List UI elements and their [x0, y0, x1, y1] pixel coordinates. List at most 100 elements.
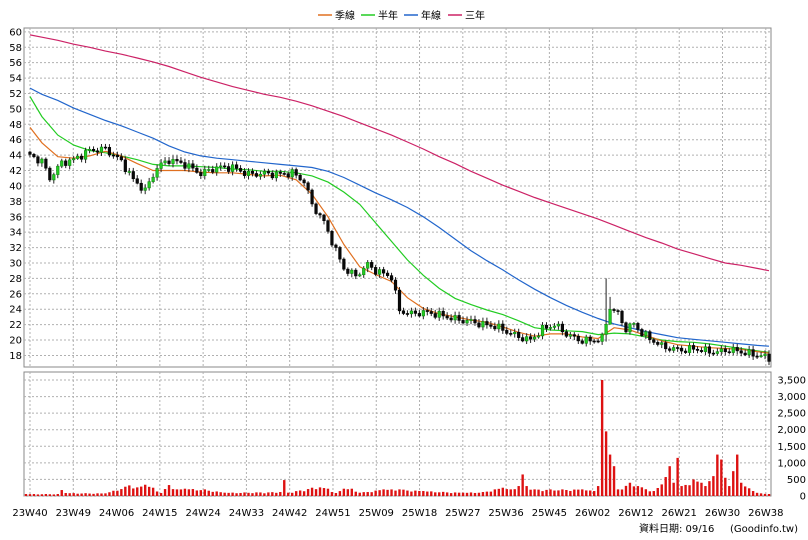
- volume-bar: [604, 431, 608, 496]
- candle-body: [195, 167, 199, 173]
- volume-bar: [259, 492, 262, 496]
- candle-body: [378, 269, 382, 275]
- volume-bar: [537, 489, 540, 496]
- volume-layer: [24, 380, 771, 496]
- candle-body: [95, 150, 100, 153]
- candle-body: [421, 310, 425, 317]
- volume-bar: [684, 484, 687, 496]
- legend-item-quarter[interactable]: 季線: [318, 9, 355, 22]
- candle-body: [44, 158, 48, 169]
- candle-body: [437, 310, 441, 318]
- volume-bar: [362, 492, 365, 496]
- volume-bar: [767, 494, 771, 496]
- volume-bar: [294, 491, 298, 496]
- volume-bar: [136, 487, 139, 496]
- time-tick-label: 23W40: [12, 508, 47, 519]
- volume-bar: [60, 490, 63, 496]
- time-tick-label: 26W30: [705, 508, 740, 519]
- candle-body: [719, 348, 723, 352]
- volume-bar: [505, 489, 508, 496]
- volume-bar: [422, 491, 425, 496]
- candle-body: [624, 322, 628, 333]
- candle-body: [183, 162, 187, 169]
- volume-bar: [342, 488, 346, 496]
- volume-bar: [561, 489, 564, 496]
- candle-body: [103, 146, 108, 149]
- candle-body: [409, 310, 413, 315]
- volume-bar: [457, 492, 461, 496]
- candle-body: [397, 289, 402, 312]
- candle-body: [656, 342, 660, 345]
- candle-body: [433, 313, 437, 318]
- candle-body: [318, 213, 322, 216]
- candle-body: [576, 335, 580, 342]
- source-label[interactable]: (Goodinfo.tw): [730, 524, 798, 535]
- candle-body: [326, 220, 330, 232]
- price-tick-label: 34: [9, 228, 22, 239]
- volume-bar: [485, 491, 489, 496]
- volume-bar: [612, 466, 616, 496]
- price-tick-label: 60: [9, 27, 22, 38]
- candle-body: [695, 348, 700, 351]
- volume-bar: [585, 490, 588, 496]
- legend-item-three-year[interactable]: 三年: [448, 9, 485, 22]
- time-tick-label: 23W49: [56, 508, 91, 519]
- candle-body: [143, 187, 147, 191]
- volume-bar: [306, 489, 310, 496]
- time-tick-label: 25W36: [488, 508, 523, 519]
- candle-body: [521, 337, 525, 342]
- candle-body: [262, 171, 266, 175]
- candle-body: [493, 326, 497, 330]
- volume-bar: [442, 491, 445, 496]
- volume-bar: [227, 492, 230, 496]
- volume-bar: [497, 488, 501, 496]
- volume-bar: [116, 490, 119, 496]
- volume-bar: [298, 490, 302, 496]
- candle-body: [628, 323, 632, 333]
- candle-body: [366, 262, 370, 269]
- volume-bar: [235, 493, 238, 496]
- candle-body: [417, 313, 421, 317]
- candle-body: [322, 214, 326, 222]
- candle-body: [616, 310, 620, 312]
- price-tick-label: 24: [9, 305, 22, 316]
- candle-body: [310, 189, 314, 205]
- volume-bar: [179, 489, 183, 496]
- candle-body: [584, 336, 588, 344]
- volume-bar: [751, 491, 755, 496]
- candle-body: [727, 351, 731, 354]
- volume-bar: [56, 494, 59, 496]
- candle-body: [40, 158, 44, 164]
- volume-bar: [557, 490, 560, 496]
- volume-bar: [680, 486, 683, 496]
- candle-body: [517, 332, 521, 338]
- volume-bar: [207, 490, 210, 496]
- candle-body: [258, 173, 263, 177]
- candle-body: [358, 274, 362, 277]
- volume-bar: [231, 492, 234, 496]
- time-tick-label: 26W38: [748, 508, 783, 519]
- candle-body: [155, 168, 159, 178]
- volume-bar: [271, 492, 274, 496]
- volume-bar: [628, 482, 632, 496]
- candle-body: [238, 168, 243, 172]
- candle-body: [644, 331, 648, 336]
- volume-bar: [573, 489, 576, 496]
- candle-body: [485, 321, 489, 326]
- volume-bar: [449, 493, 453, 496]
- volume-bar: [469, 492, 473, 496]
- price-tick-label: 44: [9, 151, 22, 162]
- candle-body: [536, 335, 541, 338]
- candle-body: [441, 310, 445, 317]
- price-tick-label: 28: [9, 274, 22, 285]
- candle-body: [552, 325, 557, 328]
- volume-bar: [596, 486, 600, 496]
- candle-body: [215, 166, 219, 173]
- candle-body: [632, 323, 636, 325]
- candle-body: [548, 327, 553, 329]
- candle-body: [676, 347, 680, 349]
- legend-item-half-year[interactable]: 半年: [361, 9, 398, 22]
- legend-item-year[interactable]: 年線: [404, 9, 441, 22]
- volume-bar: [330, 492, 334, 496]
- volume-bar: [592, 491, 596, 496]
